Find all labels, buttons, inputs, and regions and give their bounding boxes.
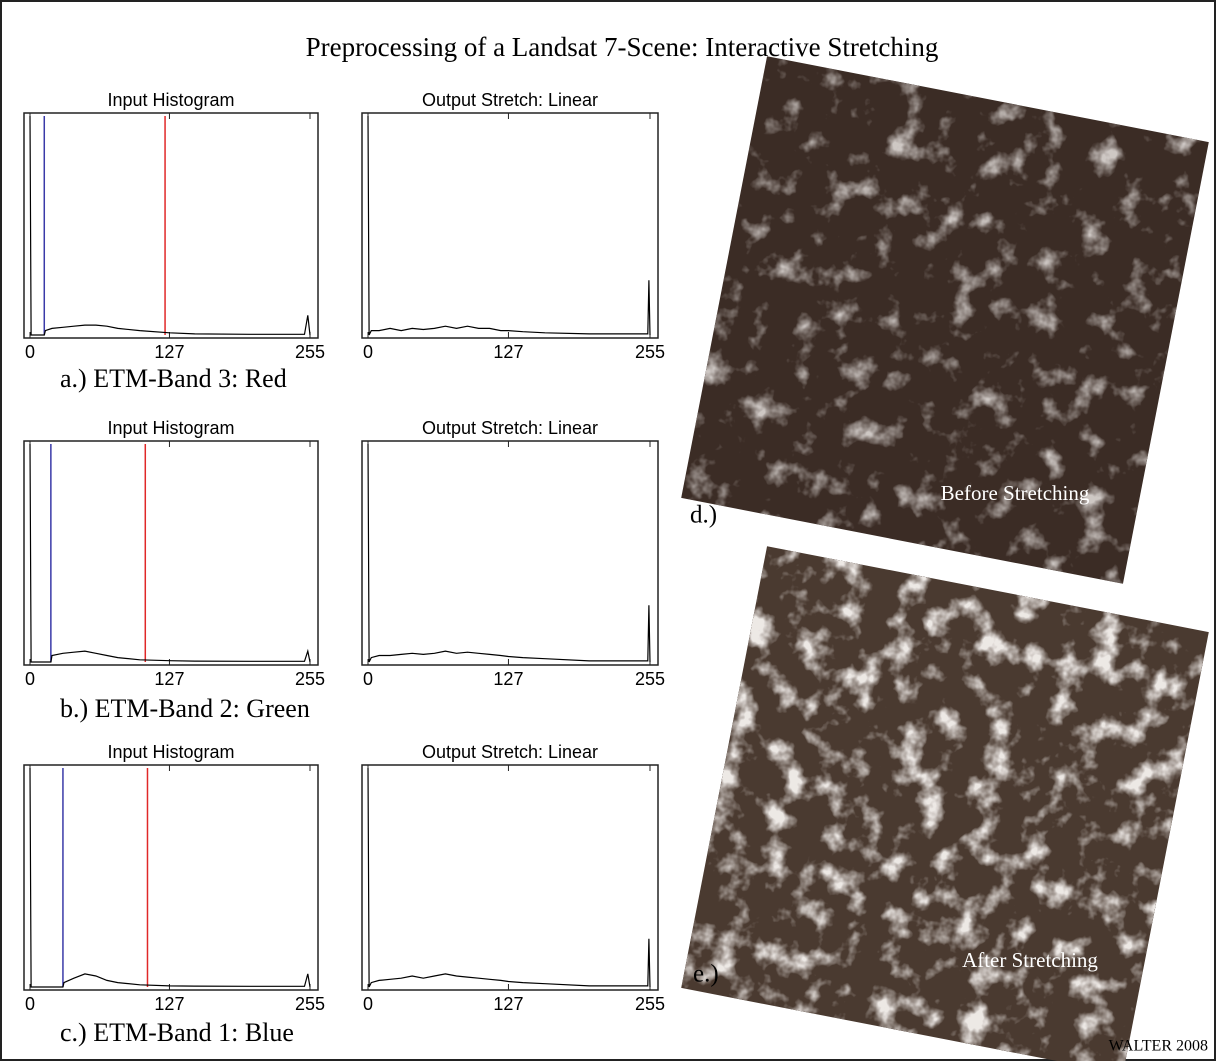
panel-label: b.) ETM-Band 2: Green — [60, 694, 310, 723]
x-tick-label: 127 — [493, 342, 523, 362]
plot-title: Input Histogram — [107, 418, 234, 438]
x-tick-label: 255 — [295, 994, 325, 1014]
x-tick-label: 0 — [25, 994, 35, 1014]
plot-title: Input Histogram — [107, 90, 234, 110]
panel-label: c.) ETM-Band 1: Blue — [60, 1018, 294, 1047]
x-tick-label: 255 — [635, 994, 665, 1014]
x-tick-label: 127 — [493, 669, 523, 689]
x-tick-label: 255 — [295, 342, 325, 362]
plot-title: Output Stretch: Linear — [422, 418, 598, 438]
x-tick-label: 255 — [635, 669, 665, 689]
x-tick-label: 127 — [154, 669, 184, 689]
credit: WALTER 2008 — [1109, 1038, 1208, 1055]
x-tick-label: 127 — [154, 342, 184, 362]
figure-title: Preprocessing of a Landsat 7-Scene: Inte… — [306, 32, 939, 62]
x-tick-label: 0 — [25, 669, 35, 689]
plot-title: Input Histogram — [107, 742, 234, 762]
image-letter: d.) — [690, 502, 717, 529]
x-tick-label: 0 — [25, 342, 35, 362]
image-caption: Before Stretching — [941, 481, 1090, 505]
x-tick-label: 255 — [635, 342, 665, 362]
image-caption: After Stretching — [962, 948, 1098, 972]
image-letter: e.) — [693, 961, 719, 988]
image-e — [681, 546, 1209, 1061]
x-tick-label: 127 — [154, 994, 184, 1014]
panel-label: a.) ETM-Band 3: Red — [60, 364, 287, 393]
x-tick-label: 0 — [363, 342, 373, 362]
x-tick-label: 255 — [295, 669, 325, 689]
plot-title: Output Stretch: Linear — [422, 742, 598, 762]
figure: Preprocessing of a Landsat 7-Scene: Inte… — [0, 0, 1216, 1061]
snow-texture — [681, 546, 1209, 1061]
x-tick-label: 0 — [363, 669, 373, 689]
x-tick-label: 127 — [493, 994, 523, 1014]
x-tick-label: 0 — [363, 994, 373, 1014]
plot-title: Output Stretch: Linear — [422, 90, 598, 110]
